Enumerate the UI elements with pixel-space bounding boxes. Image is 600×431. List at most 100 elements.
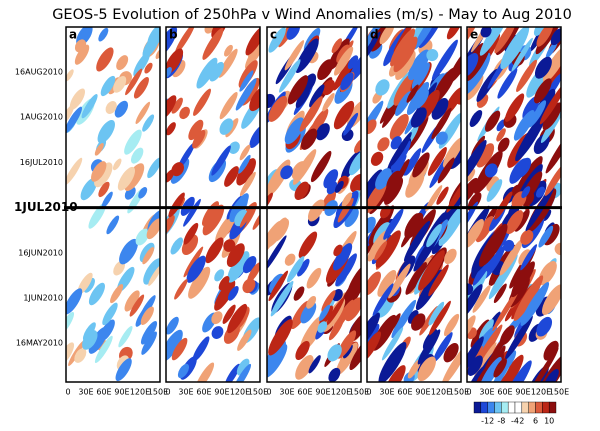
colorbar-cell [507,401,516,414]
anomaly-blob [390,136,402,150]
anomaly-blob [170,237,183,255]
anomaly-blob [171,162,184,177]
anomaly-blob [414,88,429,109]
anomaly-blob [384,177,404,205]
panel-frame [165,26,261,383]
anomaly-blob [484,334,508,372]
anomaly-blob [446,177,461,213]
anomaly-blob [66,288,83,315]
anomaly-blob [98,181,110,198]
anomaly-blob [441,345,461,382]
anomaly-blob [321,190,337,211]
anomaly-blob [503,239,515,252]
colorbar-tick-label: -4 [511,417,519,426]
anomaly-blob [446,27,461,40]
anomaly-blob [211,326,224,339]
anomaly-blob [536,316,553,337]
anomaly-blob [105,101,117,114]
contour-field [66,27,160,382]
anomaly-blob [372,283,394,317]
anomaly-blob [538,261,557,286]
colorbar-tick-label: -12 [481,417,494,426]
anomaly-blob [333,46,354,76]
anomaly-blob [467,177,479,203]
anomaly-blob [395,91,412,117]
anomaly-blob [443,313,460,337]
anomaly-blob [509,158,528,184]
y-tick-label: 16AUG2010 [15,68,63,77]
anomaly-blob [286,256,305,283]
colorbar-tick-label: 6 [533,417,538,426]
anomaly-blob [327,344,342,362]
anomaly-blob [349,150,361,176]
anomaly-blob [370,151,384,166]
anomaly-blob [142,247,155,265]
anomaly-blob [404,213,419,234]
anomaly-blob [378,342,407,382]
x-tick-label: 120E [130,388,150,397]
anomaly-blob [94,335,113,364]
anomaly-blob [113,260,126,276]
anomaly-blob [97,119,115,144]
anomaly-blob [299,96,323,132]
x-tick-label: 120E [531,388,551,397]
panel-frame [466,26,562,383]
colorbar-cell [548,401,557,414]
anomaly-blob [437,157,455,184]
anomaly-blob [343,112,359,136]
anomaly-blob [321,290,336,312]
anomaly-blob [513,275,544,322]
anomaly-blob [480,27,492,38]
anomaly-blob [166,215,175,237]
anomaly-blob [516,59,538,93]
anomaly-blob [543,340,559,361]
x-tick-label: 30E [178,388,193,397]
anomaly-blob [413,27,437,50]
anomaly-blob [340,72,354,91]
anomaly-blob [183,198,201,227]
anomaly-blob [110,284,124,304]
anomaly-blob [515,113,547,162]
anomaly-blob [214,269,225,282]
x-tick-label: 150E [549,388,569,397]
anomaly-blob [268,95,288,122]
anomaly-blob [267,93,276,109]
anomaly-blob [478,223,508,267]
anomaly-blob [467,27,482,57]
anomaly-blob [499,238,524,276]
anomaly-blob [232,363,252,382]
anomaly-blob [300,302,317,324]
anomaly-blob [425,185,443,212]
anomaly-blob [511,261,535,298]
anomaly-blob [331,38,343,54]
y-tick-label: 1AUG2010 [20,113,63,122]
anomaly-blob [388,263,411,299]
anomaly-blob [236,358,250,376]
anomaly-blob [541,284,561,316]
anomaly-blob [69,88,86,110]
anomaly-blob [347,55,359,70]
anomaly-blob [520,244,538,271]
anomaly-blob [367,216,376,234]
anomaly-blob [119,238,138,265]
anomaly-blob [328,317,344,341]
colorbar-cell [542,401,550,414]
anomaly-blob [405,116,429,152]
anomaly-blob [337,197,354,223]
anomaly-blob [433,332,453,363]
x-tick-label: 30E [279,388,294,397]
anomaly-blob [545,40,558,59]
anomaly-blob [533,27,547,37]
anomaly-blob [467,355,483,376]
anomaly-blob [148,264,160,286]
anomaly-blob [431,39,458,81]
anomaly-blob [218,276,230,291]
anomaly-blob [237,329,252,351]
anomaly-blob [211,27,227,39]
x-tick-label: 30E [379,388,394,397]
anomaly-blob [428,301,445,326]
panel-label: c [270,28,277,42]
anomaly-blob [475,216,494,243]
panel-frame [266,26,362,383]
y-tick-label: 1JUN2010 [23,294,63,303]
